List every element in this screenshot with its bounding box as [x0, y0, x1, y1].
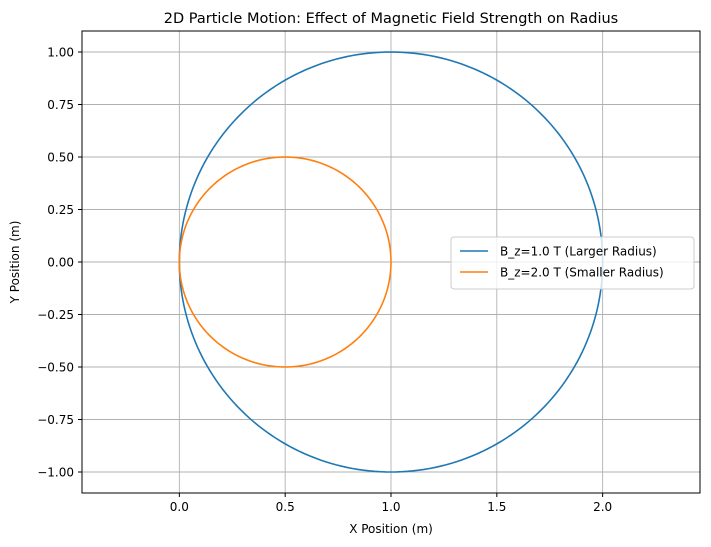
legend: B_z=1.0 T (Larger Radius) B_z=2.0 T (Sma… — [450, 236, 695, 290]
y-tick-label: 0.75 — [47, 98, 74, 112]
x-tick-label: 1.5 — [487, 500, 506, 514]
y-tick-label: −0.25 — [37, 308, 74, 322]
series-line-2 — [178, 156, 392, 368]
x-tick-label: 0.5 — [276, 500, 295, 514]
y-tick-label: 0.50 — [47, 150, 74, 164]
y-tick-label: −0.50 — [37, 360, 74, 374]
y-tick-label: −0.75 — [37, 413, 74, 427]
legend-label-series-1: B_z=1.0 T (Larger Radius) — [500, 245, 657, 259]
y-axis-label: Y Position (m) — [8, 221, 22, 305]
y-tick-label: −1.00 — [37, 465, 74, 479]
y-tick-label: 1.00 — [47, 45, 74, 59]
y-tick-label: 0.00 — [47, 255, 74, 269]
chart-title: 2D Particle Motion: Effect of Magnetic F… — [164, 11, 618, 27]
x-tick-label: 2.0 — [593, 500, 612, 514]
legend-label-series-2: B_z=2.0 T (Smaller Radius) — [500, 266, 664, 280]
x-axis-label: X Position (m) — [349, 522, 433, 536]
tick-layer: 0.0 0.5 1.0 1.5 2.0 −1.00 −0.75 −0.50 −0.25 0.00 0… — [37, 45, 612, 514]
legend-box — [450, 236, 695, 290]
x-tick-label: 0.0 — [170, 500, 189, 514]
y-tick-label: 0.25 — [47, 203, 74, 217]
x-tick-label: 1.0 — [381, 500, 400, 514]
